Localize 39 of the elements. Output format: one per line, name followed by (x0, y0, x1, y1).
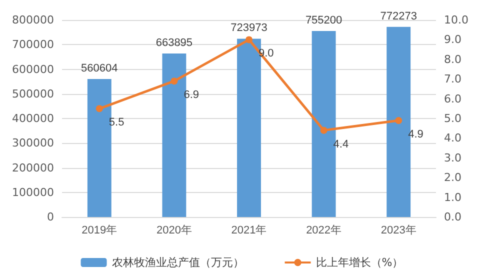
x-tick-label: 2020年 (156, 224, 192, 236)
data-label: 755200 (305, 14, 342, 27)
y-tick-label: 500000 (12, 87, 54, 100)
point (170, 78, 178, 85)
y2-tick-label: 2.0 (444, 171, 462, 184)
y2-tick-label: 9.0 (444, 33, 462, 46)
point (320, 126, 328, 134)
bar (87, 78, 112, 217)
x-tick-label: 2019年 (82, 224, 118, 236)
x-tick-label: 2023年 (380, 224, 416, 236)
data-label: 663895 (156, 37, 193, 50)
point (246, 36, 252, 44)
legend-label: 比上年增长（%） (316, 256, 404, 269)
data-label: 723973 (230, 22, 268, 34)
y2-tick-label: 5.0 (444, 112, 462, 125)
y2-tick-label: 6.0 (444, 92, 462, 106)
y2-tick-label: 8.0 (444, 52, 462, 66)
y2-tick-label: 7.0 (444, 72, 462, 86)
y-tick-label: 600000 (12, 62, 54, 76)
x-tick-label: 2021年 (231, 224, 267, 236)
y2-tick-label: 4.0 (444, 132, 462, 145)
y2-tick-label: 1.0 (444, 190, 462, 204)
x-tick-label: 2022年 (306, 224, 342, 236)
y-tick-label: 100000 (12, 186, 54, 199)
y2-tick-label: 3.0 (444, 151, 462, 164)
legend-label: 农林牧渔业总产值（万元） (112, 256, 244, 269)
y-tick-label: 0 (47, 210, 54, 224)
data-label: 560604 (81, 62, 118, 74)
y-tick-label: 700000 (12, 38, 54, 52)
y2-tick-label: 10.0 (444, 14, 468, 26)
y-tick-label: 400000 (12, 112, 54, 125)
y-tick-label: 300000 (12, 136, 54, 150)
bar (237, 38, 261, 217)
point (96, 105, 103, 112)
data-label: 772273 (380, 10, 417, 22)
y2-tick-label: 0.0 (444, 210, 462, 224)
y-tick-label: 800000 (12, 14, 54, 26)
y-tick-label: 200000 (12, 161, 54, 174)
point (395, 116, 402, 124)
